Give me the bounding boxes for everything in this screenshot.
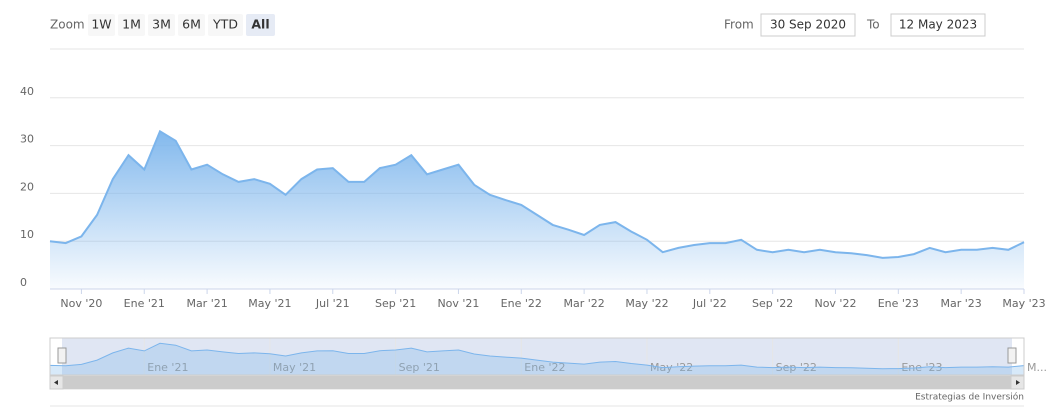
range-button[interactable] xyxy=(246,14,275,36)
x-tick-label: Nov '22 xyxy=(814,297,856,310)
line xyxy=(49,129,1025,259)
y-tick-label: 0 xyxy=(20,276,27,289)
scrollbar-thumb[interactable] xyxy=(63,376,1011,389)
x-tick-label: Mar '22 xyxy=(563,297,604,310)
navigator-mask xyxy=(62,338,1012,375)
y-tick-label: 20 xyxy=(20,180,34,193)
range-button[interactable] xyxy=(88,14,115,36)
x-tick-label: Ene '21 xyxy=(124,297,165,310)
navigator-area xyxy=(49,342,1025,376)
area xyxy=(50,131,1024,289)
navigator-label: Sep '21 xyxy=(399,361,440,374)
x-tick-label: Nov '21 xyxy=(437,297,479,310)
navigator-label: M... xyxy=(1027,361,1046,374)
navigator-handle[interactable] xyxy=(1007,347,1017,364)
x-tick-label: Nov '20 xyxy=(60,297,102,310)
to-value[interactable]: 12 May 2023 xyxy=(899,18,977,32)
range-button-label[interactable]: 1W xyxy=(91,17,111,32)
x-tick-label: Mar '21 xyxy=(186,297,227,310)
range-button-label[interactable]: 1M xyxy=(122,17,141,32)
to-label: To xyxy=(866,18,880,32)
range-button-label[interactable]: 3M xyxy=(152,17,171,32)
x-tick-label: Ene '23 xyxy=(878,297,919,310)
x-tick-label: Mar '23 xyxy=(941,297,982,310)
range-button-label[interactable]: 6M xyxy=(182,17,201,32)
scroll-left-arrow xyxy=(54,380,58,385)
from-input[interactable] xyxy=(760,13,856,37)
credit[interactable]: Estrategias de Inversión xyxy=(915,392,1024,403)
navigator-handle[interactable] xyxy=(57,347,67,364)
range-button[interactable] xyxy=(118,14,145,36)
navigator-label: Ene '21 xyxy=(147,361,188,374)
range-button[interactable] xyxy=(148,14,175,36)
x-tick-label: Sep '21 xyxy=(375,297,416,310)
navigator-outline xyxy=(49,337,1025,376)
range-button[interactable] xyxy=(208,14,243,36)
from-label: From xyxy=(724,18,754,32)
scroll-right-arrow xyxy=(1016,380,1020,385)
range-button[interactable] xyxy=(178,14,205,36)
x-tick-label: Sep '22 xyxy=(752,297,793,310)
x-tick-label: Jul '21 xyxy=(315,297,350,310)
x-tick-label: Jul '22 xyxy=(692,297,727,310)
x-tick-label: May '22 xyxy=(625,297,668,310)
x-tick-label: May '21 xyxy=(248,297,291,310)
from-value[interactable]: 30 Sep 2020 xyxy=(770,18,846,32)
x-tick-label: Ene '22 xyxy=(501,297,542,310)
to-input[interactable] xyxy=(890,13,986,37)
zoom-label: Zoom xyxy=(50,18,85,32)
x-tick-label: May '23 xyxy=(1002,297,1045,310)
navigator-label: May '21 xyxy=(273,361,316,374)
range-button-label[interactable]: All xyxy=(251,17,269,32)
y-tick-label: 30 xyxy=(20,133,34,146)
navigator-label: Ene '22 xyxy=(524,361,565,374)
y-tick-label: 10 xyxy=(20,228,34,241)
range-button-label[interactable]: YTD xyxy=(212,17,238,32)
y-tick-label: 40 xyxy=(20,85,34,98)
